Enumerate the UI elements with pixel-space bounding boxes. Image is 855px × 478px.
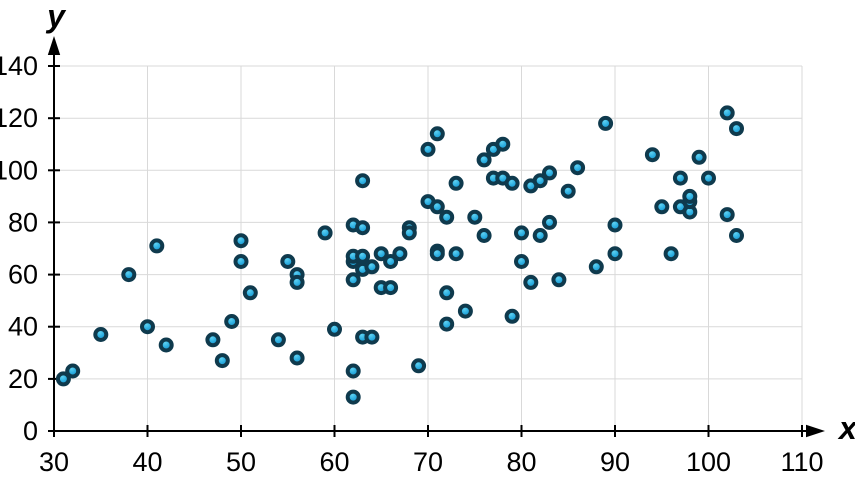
svg-text:80: 80 (8, 207, 38, 237)
svg-text:90: 90 (600, 447, 630, 473)
svg-text:20: 20 (8, 364, 38, 394)
svg-text:30: 30 (39, 447, 69, 473)
svg-text:50: 50 (226, 447, 256, 473)
svg-text:100: 100 (0, 155, 38, 185)
svg-text:60: 60 (8, 260, 38, 290)
svg-text:40: 40 (132, 447, 162, 473)
svg-text:y: y (45, 0, 67, 34)
svg-text:120: 120 (0, 103, 38, 133)
svg-text:70: 70 (413, 447, 443, 473)
svg-text:140: 140 (0, 51, 38, 81)
svg-text:100: 100 (686, 447, 731, 473)
svg-text:110: 110 (780, 447, 823, 473)
svg-text:60: 60 (319, 447, 349, 473)
svg-text:80: 80 (506, 447, 536, 473)
svg-text:0: 0 (23, 416, 38, 446)
svg-text:x: x (837, 410, 855, 446)
svg-text:40: 40 (8, 312, 38, 342)
